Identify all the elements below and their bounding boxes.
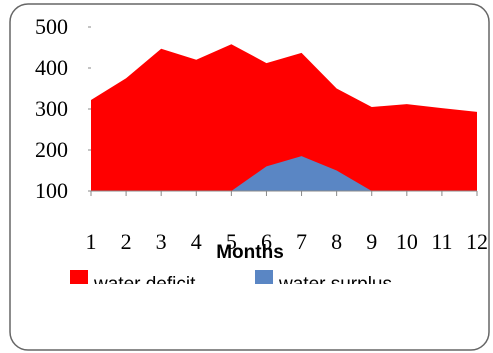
x-tick-label: 9 bbox=[366, 229, 377, 254]
y-tick-label: 300 bbox=[35, 96, 68, 121]
x-tick-label: 2 bbox=[121, 229, 132, 254]
area bbox=[231, 156, 372, 191]
x-tick-label: 6 bbox=[261, 229, 272, 254]
x-tick-label: 12 bbox=[466, 229, 488, 254]
x-tick-label: 8 bbox=[331, 229, 342, 254]
x-tick-label: 1 bbox=[86, 229, 97, 254]
y-tick-label: 400 bbox=[35, 55, 68, 80]
y-tick-label: 200 bbox=[35, 137, 68, 162]
x-tick-label: 3 bbox=[156, 229, 167, 254]
legend: water deficit water surplus bbox=[70, 270, 392, 295]
x-tick-label: 11 bbox=[431, 229, 452, 254]
area bbox=[91, 44, 477, 191]
plot-area bbox=[91, 44, 477, 191]
legend-swatch bbox=[255, 270, 273, 284]
x-tick-label: 7 bbox=[296, 229, 307, 254]
x-axis-title: Months bbox=[216, 242, 284, 263]
legend-label: water deficit bbox=[93, 274, 196, 295]
legend-swatch bbox=[70, 270, 88, 284]
x-tick-label: 5 bbox=[226, 229, 237, 254]
frame bbox=[9, 3, 490, 351]
x-tick-label: 10 bbox=[396, 229, 418, 254]
y-tick-label: 500 bbox=[35, 14, 68, 39]
y-tick-label: 100 bbox=[35, 178, 68, 203]
legend-label: water surplus bbox=[278, 274, 392, 295]
x-tick-label: 4 bbox=[191, 229, 202, 254]
